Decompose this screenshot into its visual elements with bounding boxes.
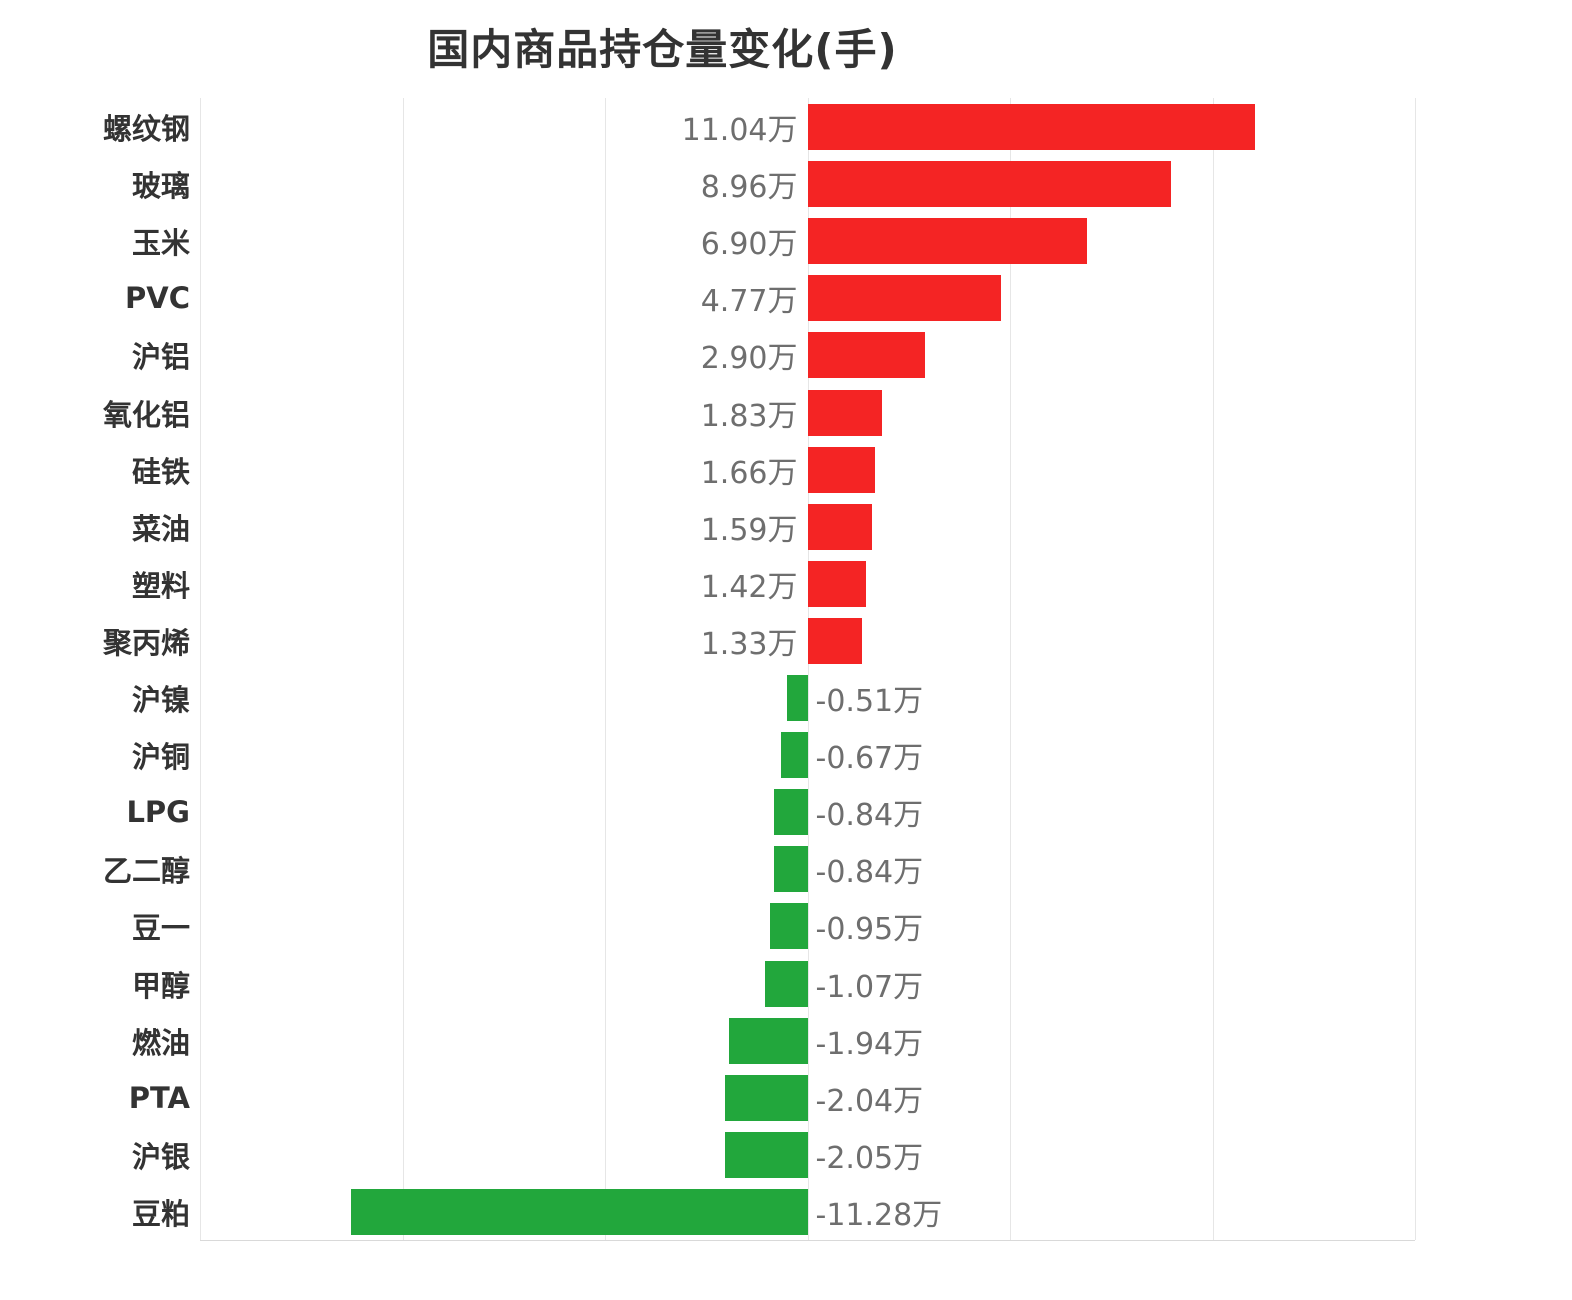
category-label: 甲醇	[131, 968, 190, 1003]
category-label: 豆一	[131, 910, 190, 945]
gridline	[1010, 98, 1011, 1240]
bar-沪银	[724, 1132, 808, 1178]
bar-豆粕	[350, 1189, 808, 1235]
bar-PVC	[807, 275, 1001, 321]
bar-玻璃	[807, 161, 1171, 207]
plot-area	[200, 98, 1416, 1241]
category-label: 乙二醇	[102, 853, 190, 888]
category-label: 沪铜	[131, 739, 190, 774]
value-label: -11.28万	[815, 1197, 943, 1233]
bar-PTA	[724, 1075, 808, 1121]
x-axis-line	[200, 1240, 1415, 1241]
value-label: -1.07万	[815, 969, 924, 1005]
value-label: -2.04万	[815, 1083, 924, 1119]
category-label: 沪镍	[131, 682, 190, 717]
category-label: 硅铁	[131, 454, 190, 489]
category-label: 燃油	[131, 1025, 190, 1060]
gridline	[605, 98, 606, 1240]
bar-螺纹钢	[807, 104, 1255, 150]
value-label: 6.90万	[700, 226, 798, 262]
value-label: 8.96万	[700, 169, 798, 205]
category-label: 菜油	[131, 511, 190, 546]
bar-硅铁	[807, 447, 875, 493]
bar-菜油	[807, 504, 872, 550]
value-label: 1.59万	[700, 512, 798, 548]
value-label: -0.84万	[815, 854, 924, 890]
gridline	[1213, 98, 1214, 1240]
category-label: 沪银	[131, 1139, 190, 1174]
category-label: 氧化铝	[102, 397, 190, 432]
value-label: 1.66万	[700, 455, 798, 491]
value-label: -0.67万	[815, 740, 924, 776]
value-label: -0.95万	[815, 911, 924, 947]
category-label: 塑料	[131, 568, 190, 603]
value-label: 1.33万	[700, 626, 798, 662]
value-label: 11.04万	[681, 112, 798, 148]
bar-沪镍	[786, 675, 808, 721]
category-label: 聚丙烯	[102, 625, 190, 660]
category-label: PTA	[128, 1080, 190, 1115]
bar-甲醇	[764, 961, 808, 1007]
value-label: -1.94万	[815, 1026, 924, 1062]
bar-聚丙烯	[807, 618, 862, 664]
gridline	[403, 98, 404, 1240]
gridline	[200, 98, 201, 1240]
bar-氧化铝	[807, 390, 882, 436]
category-label: 豆粕	[131, 1196, 190, 1231]
value-label: -2.05万	[815, 1140, 924, 1176]
category-label: 沪铝	[131, 339, 190, 374]
bar-塑料	[807, 561, 866, 607]
bar-玉米	[807, 218, 1087, 264]
bar-沪铝	[807, 332, 925, 378]
bar-燃油	[728, 1018, 808, 1064]
category-label: 玻璃	[131, 168, 190, 203]
bar-LPG	[773, 789, 808, 835]
gridline	[808, 98, 809, 1240]
bar-豆一	[769, 903, 808, 949]
bar-乙二醇	[773, 846, 808, 892]
value-label: -0.84万	[815, 797, 924, 833]
category-label: 螺纹钢	[102, 111, 190, 146]
category-label: LPG	[126, 794, 190, 829]
value-label: 2.90万	[700, 340, 798, 376]
bar-沪铜	[780, 732, 808, 778]
value-label: 1.83万	[700, 398, 798, 434]
category-label: PVC	[125, 280, 190, 315]
category-label: 玉米	[131, 225, 190, 260]
value-label: 1.42万	[700, 569, 798, 605]
gridline	[1415, 98, 1416, 1240]
chart-title: 国内商品持仓量变化(手)	[427, 25, 898, 74]
value-label: 4.77万	[700, 283, 798, 319]
value-label: -0.51万	[815, 683, 924, 719]
